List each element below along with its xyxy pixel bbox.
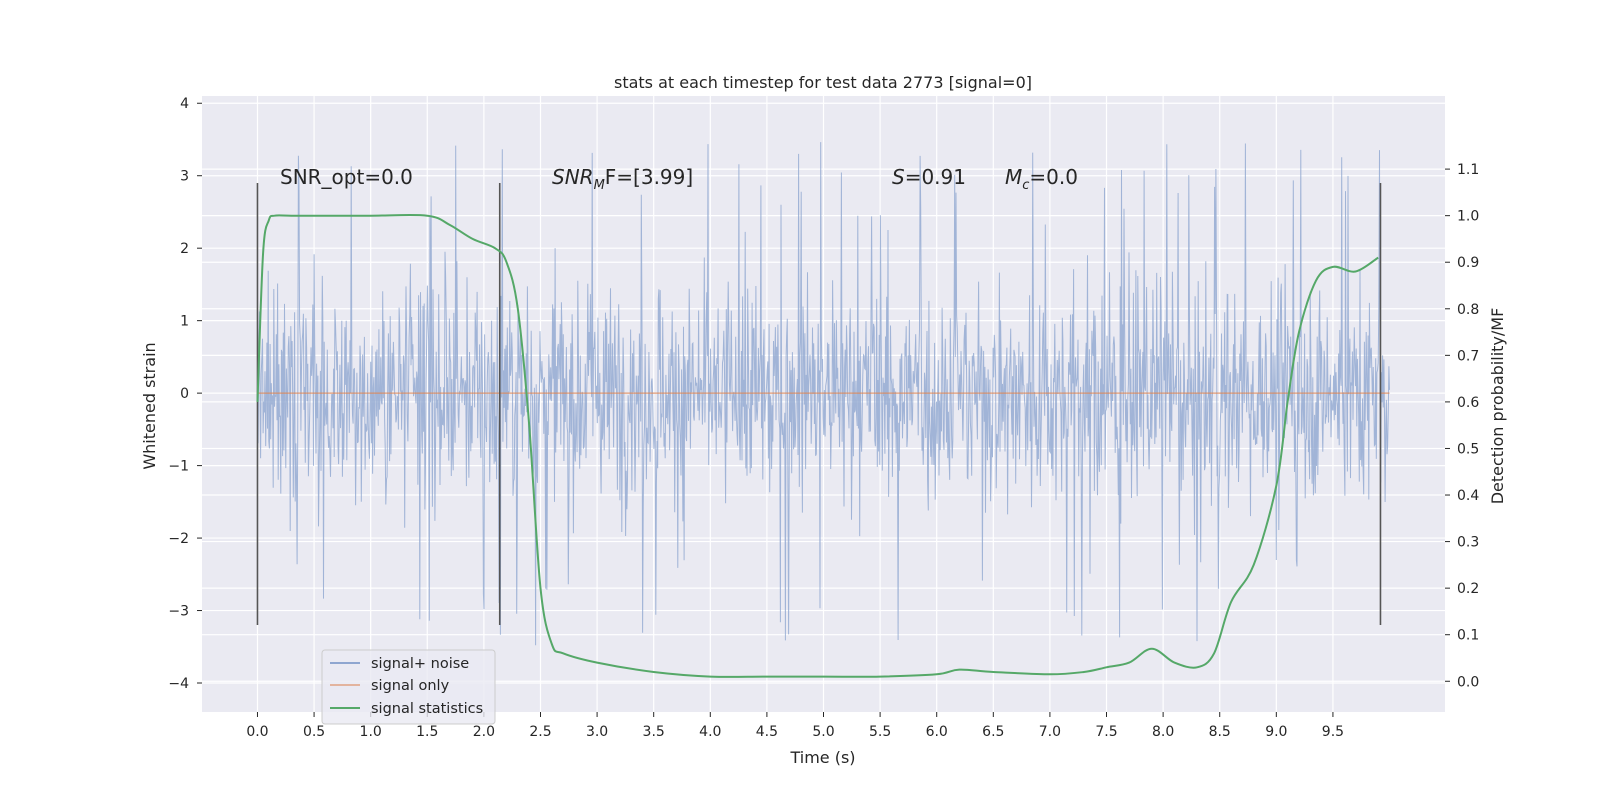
y-tick-labels: 4 3 2 1 0 −1 −2 −3 −4 [168,96,202,692]
legend-label-signal-noise: signal+ noise [371,656,469,672]
y2-axis-label: Detection probability/MF [1488,308,1507,505]
annotation-mc: Mc=0.0 [1005,165,1078,193]
x-tick-label: 1.0 [360,724,382,740]
y-tick-label: 2 [180,241,189,257]
x-axis-label: Time (s) [789,748,855,767]
annotation-snr-mf: SNRMF=[3.99] [552,165,693,193]
series-signal-noise [257,142,1390,646]
y2-tick-label: 0.6 [1457,395,1479,411]
y-tick-label: −1 [168,459,189,475]
x-tick-label: 6.0 [926,724,948,740]
signal-statistics-line [256,213,1379,678]
y2-tick-label: 0.8 [1457,302,1479,318]
legend-label-signal-only: signal only [371,678,450,694]
x-tick-label: 2.5 [529,724,551,740]
y-tick-label: 3 [180,169,189,185]
y2-tick-label: 0.5 [1457,441,1479,457]
annotation-snr-mf-rest: F=[3.99] [605,165,693,189]
y2-tick-label: 0.1 [1457,628,1479,644]
y2-tick-label: 0.3 [1457,535,1479,551]
x-tick-label: 0.5 [303,724,325,740]
y2-tick-label: 0.0 [1457,674,1479,690]
y2-tick-label: 1.0 [1457,209,1479,225]
legend-box [321,649,496,725]
signal-noise-line [257,142,1390,646]
y-axis-label: Whitened strain [140,342,159,469]
x-tick-label: 3.5 [643,724,665,740]
annotation-mc-val: =0.0 [1029,165,1078,189]
y-tick-label: −3 [168,604,189,620]
x-tick-label: 5.5 [869,724,891,740]
legend-label-signal-statistics: signal statistics [371,701,483,717]
x-tick-label: 7.5 [1095,724,1117,740]
y2-tick-label: 0.7 [1457,348,1479,364]
y2-tick-label: 0.9 [1457,255,1479,271]
series-signal-statistics [256,213,1379,678]
x-tick-label: 9.0 [1265,724,1287,740]
x-tick-label: 5.0 [812,724,834,740]
y2-tick-label: 1.1 [1457,162,1479,178]
x-tick-label: 6.5 [982,724,1004,740]
vertical-markers [256,182,1382,626]
x-tick-label: 8.5 [1209,724,1231,740]
annotation-s-var: S [892,165,905,189]
x-tick-label: 7.0 [1039,724,1061,740]
x-tick-label: 4.0 [699,724,721,740]
annotation-mc-sub: c [1022,178,1029,193]
x-tick-labels: 0.0 0.5 1.0 1.5 2.0 2.5 3.0 3.5 4.0 4.5 5.0 5.5 6.0 6… [246,712,1344,740]
annotation-snr-mf-base: SNR [552,165,594,189]
y-tick-label: 1 [180,314,189,330]
x-tick-label: 8.0 [1152,724,1174,740]
y2-tick-label: 0.4 [1457,488,1479,504]
y-tick-label: −2 [168,531,189,547]
y-tick-label: 0 [180,386,189,402]
chart-title: stats at each timestep for test data 277… [614,73,1032,92]
legend: signal+ noise signal only signal statist… [321,649,496,725]
y-tick-label: −4 [168,676,189,692]
x-tick-label: 3.0 [586,724,608,740]
x-tick-label: 1.5 [416,724,438,740]
annotation-s: S=0.91 [892,165,966,189]
x-tick-label: 2.0 [473,724,495,740]
annotation-mc-base: M [1005,165,1022,189]
x-tick-label: 0.0 [246,724,268,740]
y-tick-label: 4 [180,96,189,112]
y2-tick-labels: 1.1 1.0 0.9 0.8 0.7 0.6 0.5 0.4 0.3 0.2 0.1 0.0 [1445,162,1479,690]
y2-tick-label: 0.2 [1457,581,1479,597]
annotation-snr-mf-sub: M [594,178,605,193]
x-tick-label: 9.5 [1322,724,1344,740]
x-tick-label: 4.5 [756,724,778,740]
annotation-snr-opt: SNR_opt=0.0 [280,165,413,189]
annotation-s-val: =0.91 [905,165,966,189]
